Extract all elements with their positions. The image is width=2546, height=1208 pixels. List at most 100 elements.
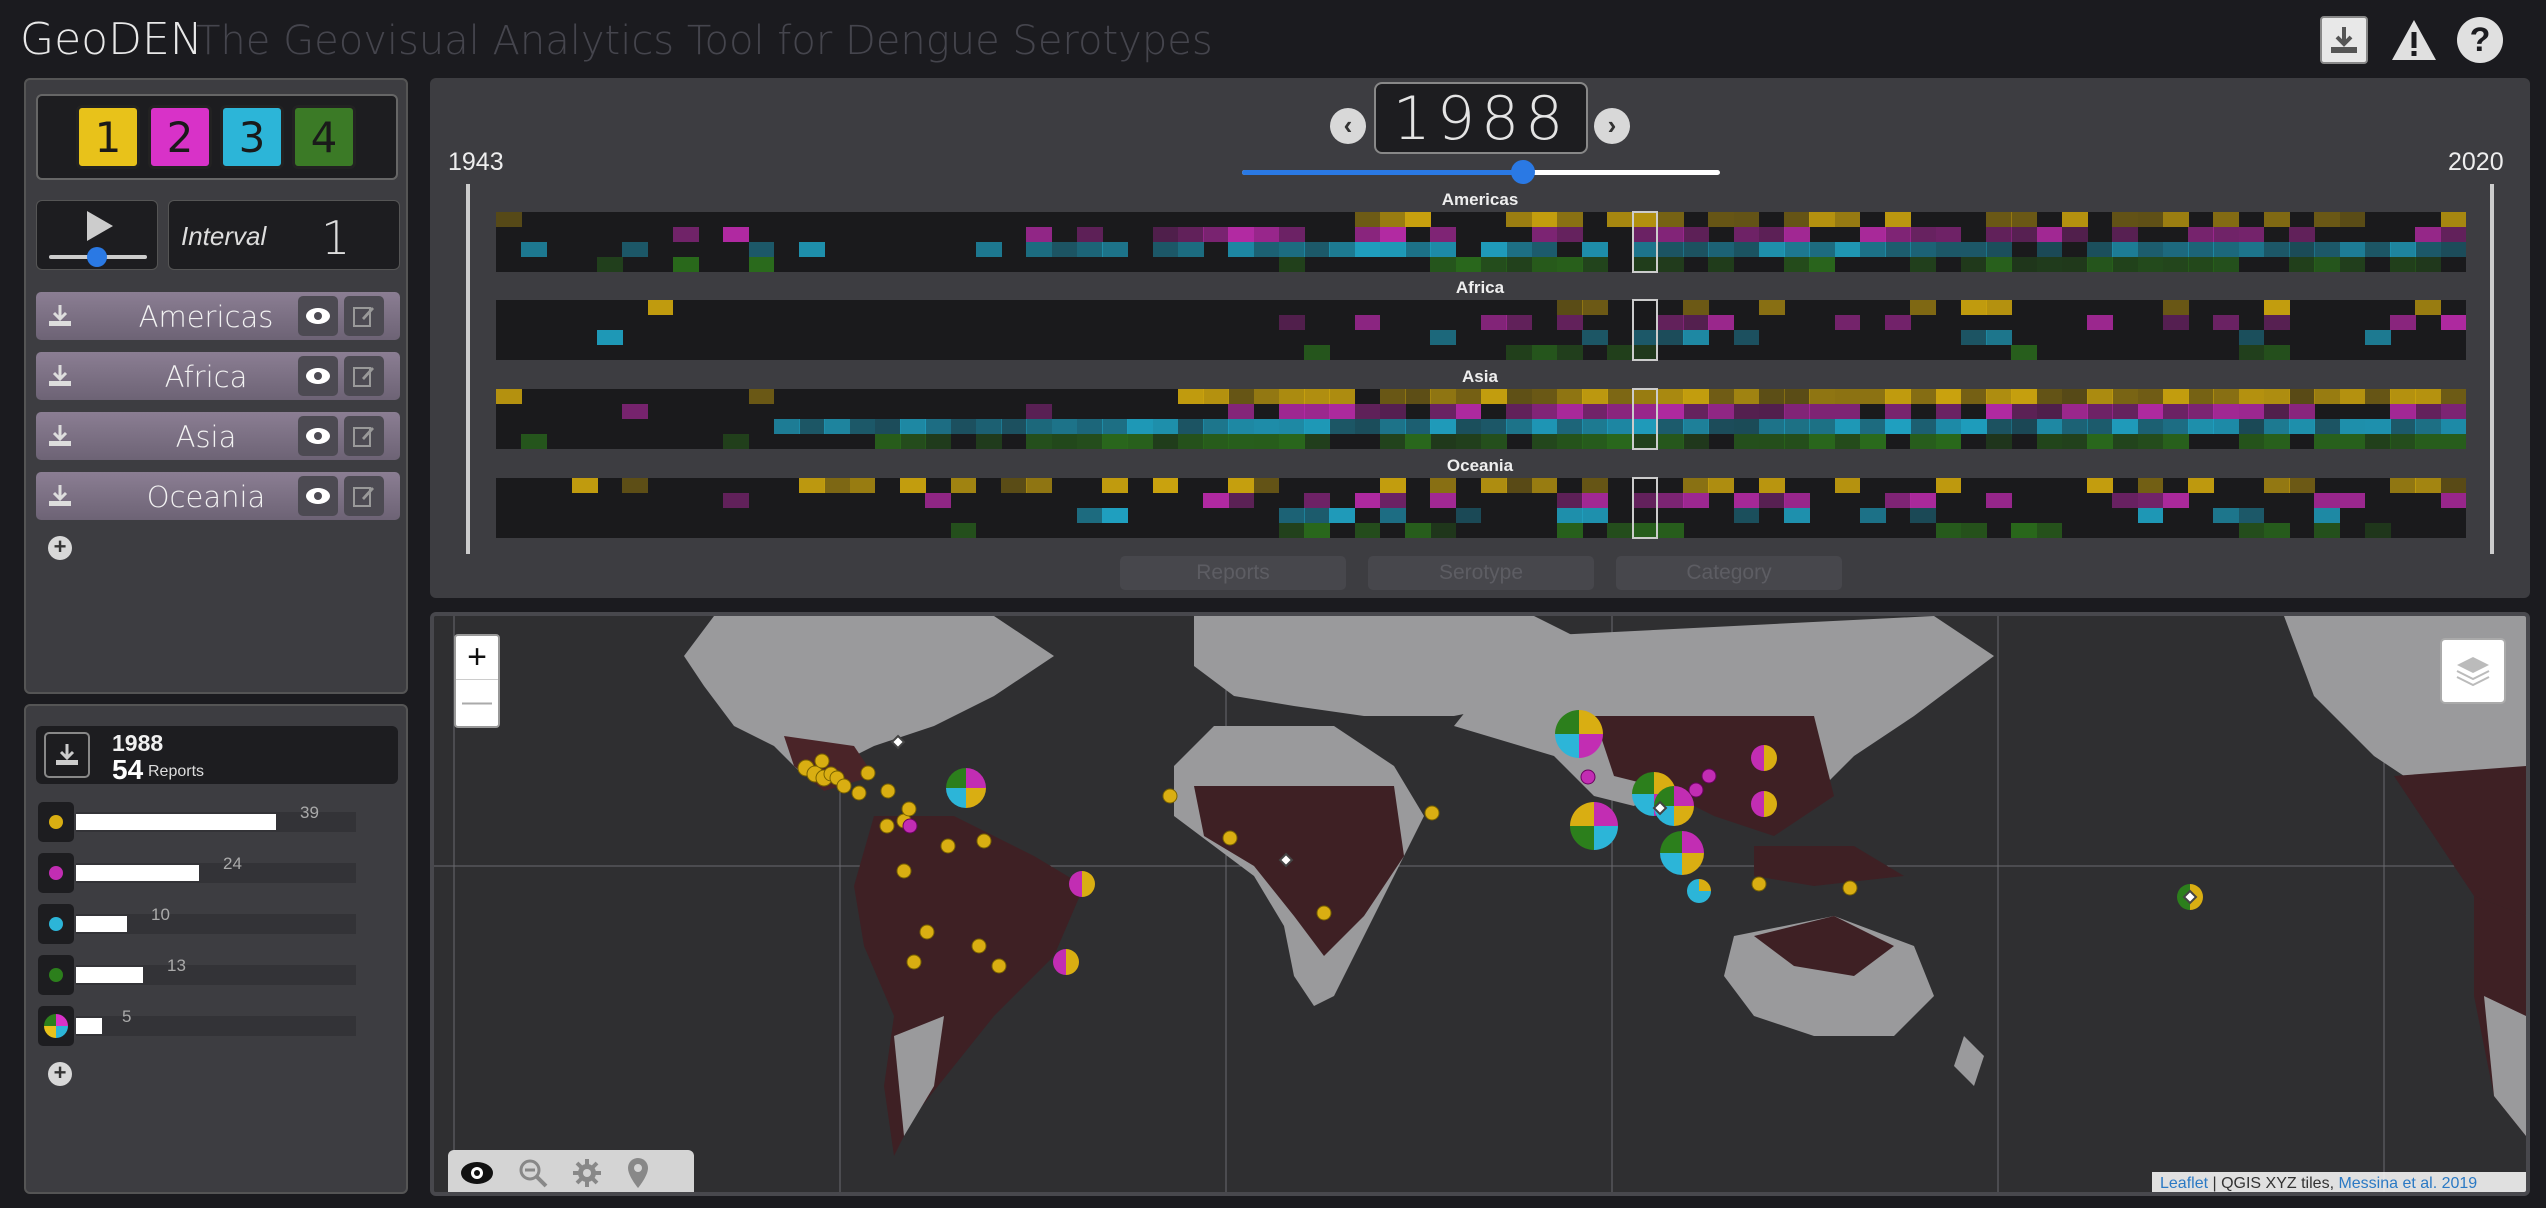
download-icon[interactable] (40, 296, 80, 336)
heatmap-africa[interactable] (496, 299, 2467, 361)
settings-icon[interactable] (572, 1158, 602, 1188)
edit-icon[interactable] (344, 476, 384, 516)
heatmap-cell (1304, 493, 1330, 508)
heatmap-cell (2011, 389, 2038, 404)
heatmap-cell (1556, 345, 1583, 360)
heatmap-cell (1051, 434, 1078, 449)
stat-bar (76, 916, 127, 932)
heatmap-cell (1430, 404, 1457, 419)
heatmap-americas[interactable] (496, 211, 2467, 273)
current-year-marker (1631, 388, 1658, 450)
heatmap-cell (2087, 315, 2113, 330)
heatmap-cell (1733, 227, 1760, 242)
download-icon[interactable] (40, 416, 80, 456)
speed-slider-handle[interactable] (87, 247, 107, 267)
eye-icon[interactable] (460, 1160, 494, 1186)
region-label: Africa (164, 360, 248, 394)
heatmap-oceania[interactable] (496, 477, 2467, 539)
add-region-icon[interactable]: + (48, 536, 72, 560)
heatmap-cell (1582, 419, 1608, 434)
year-slider-track[interactable] (1242, 170, 1720, 175)
tab-category[interactable]: Category (1616, 556, 1842, 590)
heatmap-cell (2036, 404, 2063, 419)
current-year[interactable]: 1988 (1374, 82, 1588, 154)
heatmap-cell (2238, 419, 2265, 434)
heatmap-cell (1228, 404, 1255, 419)
interval-control[interactable]: Interval 1 (168, 200, 400, 270)
download-icon[interactable] (40, 476, 80, 516)
heatmap-cell (1026, 404, 1053, 419)
heatmap-cell (1935, 523, 1962, 538)
region-row-oceania[interactable]: Oceania (36, 472, 400, 520)
location-pin-icon[interactable] (626, 1157, 650, 1189)
eye-icon[interactable] (298, 416, 338, 456)
region-row-africa[interactable]: Africa (36, 352, 400, 400)
tab-reports[interactable]: Reports (1120, 556, 1346, 590)
warning-button[interactable] (2390, 16, 2438, 64)
heatmap-cell (1455, 508, 1482, 523)
map-attribution: Leaflet | QGIS XYZ tiles, Messina et al.… (2152, 1172, 2526, 1192)
heatmap-cell (2339, 493, 2366, 508)
heatmap-cell (799, 242, 825, 257)
edit-icon[interactable] (344, 356, 384, 396)
heatmap-cell (1405, 419, 1431, 434)
help-button[interactable]: ? (2456, 16, 2504, 64)
eye-icon[interactable] (298, 356, 338, 396)
source-link[interactable]: Messina et al. 2019 (2338, 1175, 2478, 1192)
serotype-2-button[interactable]: 2 (148, 105, 212, 169)
stats-panel: 1988 54 Reports 39 24 10 13 5 + (24, 704, 408, 1194)
heatmap-cell (2339, 242, 2366, 257)
heatmap-cell (1379, 493, 1406, 508)
heatmap-cell (1885, 419, 1911, 434)
region-row-asia[interactable]: Asia (36, 412, 400, 460)
play-icon[interactable] (87, 211, 113, 241)
stat-row-serotype-4: 13 (38, 955, 390, 995)
serotype-3-button[interactable]: 3 (220, 105, 284, 169)
edit-icon[interactable] (344, 416, 384, 456)
year-slider-handle[interactable] (1511, 160, 1535, 184)
serotype-4-button[interactable]: 4 (292, 105, 356, 169)
add-stat-icon[interactable]: + (48, 1062, 72, 1086)
heatmap-cell (1329, 419, 1356, 434)
zoom-out-icon[interactable] (518, 1158, 548, 1188)
stat-bar (76, 967, 143, 983)
heatmap-cell (1455, 419, 1482, 434)
heatmap-cell (1203, 419, 1229, 434)
serotype-1-button[interactable]: 1 (76, 105, 140, 169)
eye-icon[interactable] (298, 296, 338, 336)
interval-value[interactable]: 1 (321, 211, 351, 265)
chevron-left-icon[interactable]: ‹ (1330, 108, 1366, 144)
report-markers[interactable] (797, 753, 1858, 974)
stat-row-multiple: 5 (38, 1006, 390, 1046)
zoom-out-button[interactable]: — (462, 685, 492, 718)
download-button[interactable] (2320, 16, 2368, 64)
eye-icon[interactable] (298, 476, 338, 516)
leaflet-link[interactable]: Leaflet (2160, 1175, 2209, 1192)
heatmap-cell (2112, 389, 2139, 404)
heatmap-cell (1152, 242, 1179, 257)
heatmap-cell (1379, 508, 1406, 523)
heatmap-cell (2137, 257, 2164, 272)
chevron-right-icon[interactable]: › (1594, 108, 1630, 144)
region-row-americas[interactable]: Americas (36, 292, 400, 340)
edit-icon[interactable] (344, 296, 384, 336)
download-icon[interactable] (44, 732, 90, 778)
tab-serotype[interactable]: Serotype (1368, 556, 1594, 590)
heatmap-cell (2289, 419, 2315, 434)
heatmap-cell (2188, 242, 2214, 257)
heatmap-asia[interactable] (496, 388, 2467, 450)
world-map[interactable] (434, 616, 2526, 1192)
heatmap-cell (1859, 242, 1886, 257)
download-icon[interactable] (40, 356, 80, 396)
heatmap-cell (2390, 434, 2416, 449)
map-view[interactable]: + — Leaflet | QGIS XYZ tiles, Messina et… (430, 612, 2530, 1196)
heatmap-cell (2263, 242, 2290, 257)
heatmap-cell (1784, 212, 1810, 227)
heatmap-cell (2087, 389, 2113, 404)
heatmap-cell (2036, 227, 2063, 242)
heatmap-cell (1960, 300, 1987, 315)
heatmap-cell (1632, 257, 1659, 272)
zoom-in-button[interactable]: + (456, 636, 498, 680)
heatmap-cell (1278, 419, 1305, 434)
layers-button[interactable] (2440, 638, 2506, 704)
